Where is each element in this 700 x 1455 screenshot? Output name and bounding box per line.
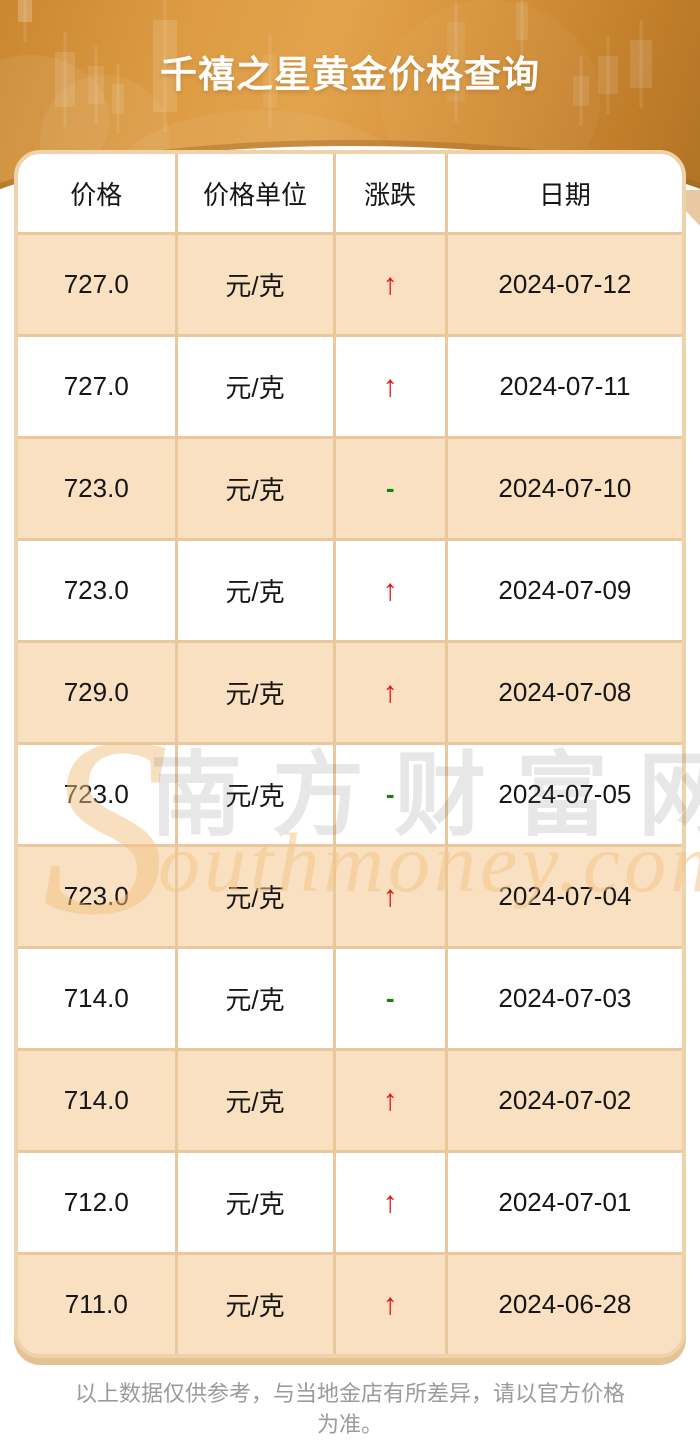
table-row: 727.0 元/克 ↑ 2024-07-11 [18,335,682,439]
trend-cell: ↑ [334,1151,448,1255]
price-cell: 714.0 [18,1049,178,1153]
price-cell: 729.0 [18,641,178,745]
date-cell: 2024-07-09 [446,539,682,643]
date-cell: 2024-07-11 [446,335,682,439]
price-cell: 723.0 [18,845,178,949]
trend-cell: - [334,743,448,847]
unit-cell: 元/克 [176,1151,336,1255]
table-row: 723.0 元/克 ↑ 2024-07-09 [18,539,682,643]
date-cell: 2024-07-02 [446,1049,682,1153]
unit-cell: 元/克 [176,539,336,643]
table-row: 714.0 元/克 ↑ 2024-07-02 [18,1049,682,1153]
price-cell: 714.0 [18,947,178,1051]
page-title: 千禧之星黄金价格查询 [160,54,540,95]
trend-cell: ↑ [334,539,448,643]
disclaimer-line1: 以上数据仅供参考，与当地金店有所差异，请以官方价格 [74,1381,625,1406]
table-row: 714.0 元/克 - 2024-07-03 [18,947,682,1051]
candlestick-icon [18,0,32,22]
date-cell: 2024-07-05 [446,743,682,847]
trend-cell: ↑ [334,335,448,439]
table-row: 711.0 元/克 ↑ 2024-06-28 [18,1253,682,1354]
date-cell: 2024-07-03 [446,947,682,1051]
unit-cell: 元/克 [176,335,336,439]
date-cell: 2024-07-10 [446,437,682,541]
gold-price-table: 价格 价格单位 涨跌 日期 727.0 元/克 ↑ 2024-07-12 727… [18,154,682,1354]
price-cell: 712.0 [18,1151,178,1255]
unit-cell: 元/克 [176,845,336,949]
price-cell: 727.0 [18,335,178,439]
unit-cell: 元/克 [176,437,336,541]
candlestick-icon [112,84,124,114]
trend-cell: - [334,947,448,1051]
candlestick-icon [573,76,589,106]
trend-cell: - [334,437,448,541]
date-cell: 2024-07-12 [446,233,682,337]
trend-cell: ↑ [334,1253,448,1354]
unit-cell: 元/克 [176,743,336,847]
price-cell: 727.0 [18,233,178,337]
table-header-row: 价格 价格单位 涨跌 日期 [18,154,682,235]
table-row: 723.0 元/克 ↑ 2024-07-04 [18,845,682,949]
date-cell: 2024-07-01 [446,1151,682,1255]
candlestick-icon [630,40,652,88]
col-header-trend: 涨跌 [334,154,448,235]
candlestick-icon [447,22,465,102]
table-row: 712.0 元/克 ↑ 2024-07-01 [18,1151,682,1255]
gold-price-card: 价格 价格单位 涨跌 日期 727.0 元/克 ↑ 2024-07-12 727… [14,150,686,1358]
trend-cell: ↑ [334,641,448,745]
candlestick-icon [88,66,104,104]
candlestick-icon [263,55,277,107]
disclaimer-line2: 为准。 [316,1412,383,1438]
disclaimer: 以上数据仅供参考，与当地金店有所差异，请以官方价格 为准。 [0,1378,700,1440]
table-row: 729.0 元/克 ↑ 2024-07-08 [18,641,682,745]
candlestick-icon [516,2,528,40]
unit-cell: 元/克 [176,947,336,1051]
trend-cell: ↑ [334,1049,448,1153]
price-cell: 711.0 [18,1253,178,1354]
unit-cell: 元/克 [176,641,336,745]
col-header-date: 日期 [446,154,682,235]
candlestick-icon [153,20,177,112]
trend-cell: ↑ [334,233,448,337]
candlestick-icon [598,56,618,94]
date-cell: 2024-06-28 [446,1253,682,1354]
trend-cell: ↑ [334,845,448,949]
unit-cell: 元/克 [176,1049,336,1153]
table-row: 723.0 元/克 - 2024-07-05 [18,743,682,847]
table-row: 727.0 元/克 ↑ 2024-07-12 [18,233,682,337]
price-cell: 723.0 [18,437,178,541]
price-cell: 723.0 [18,743,178,847]
date-cell: 2024-07-08 [446,641,682,745]
date-cell: 2024-07-04 [446,845,682,949]
table-row: 723.0 元/克 - 2024-07-10 [18,437,682,541]
col-header-unit: 价格单位 [176,154,336,235]
col-header-price: 价格 [18,154,178,235]
unit-cell: 元/克 [176,1253,336,1354]
unit-cell: 元/克 [176,233,336,337]
candlestick-icon [55,52,75,107]
price-cell: 723.0 [18,539,178,643]
table-body: 727.0 元/克 ↑ 2024-07-12 727.0 元/克 ↑ 2024-… [18,233,682,1354]
